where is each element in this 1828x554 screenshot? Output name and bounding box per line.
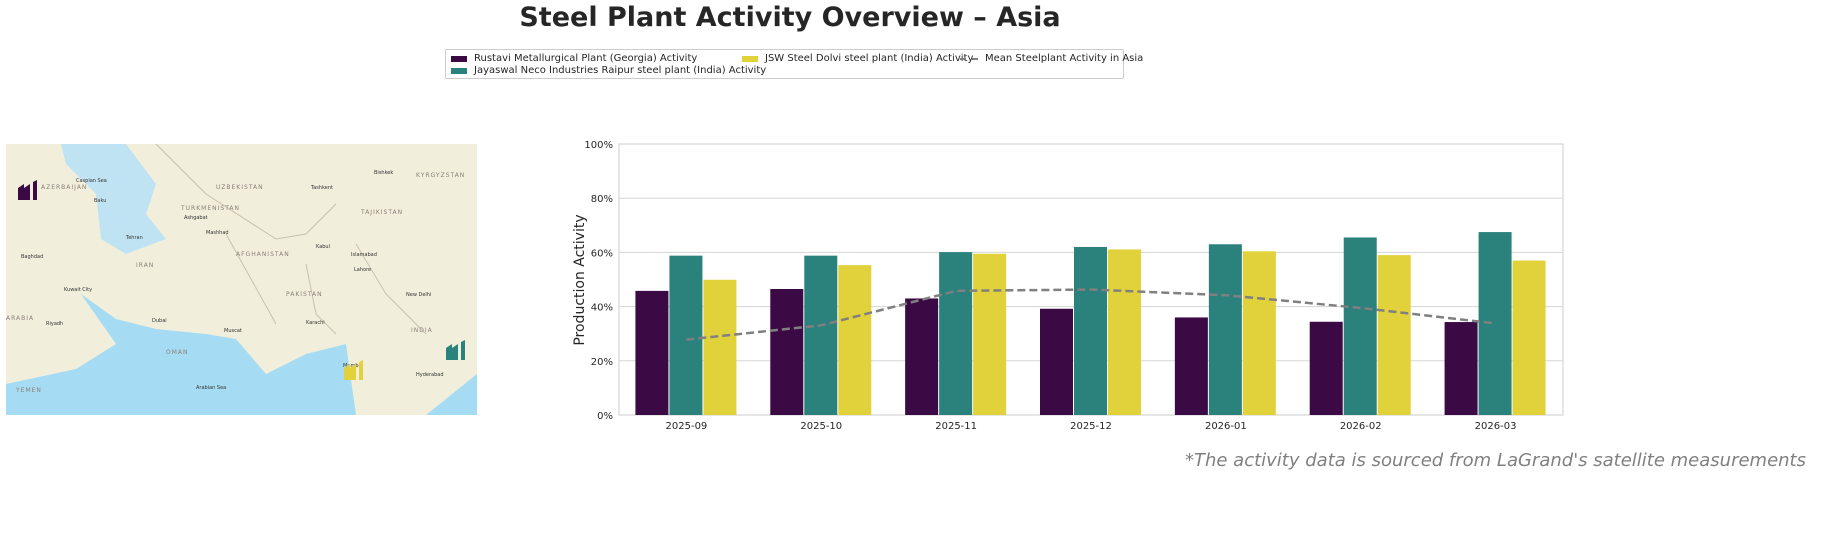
bar-jayaswal — [804, 255, 838, 415]
bar-rustavi — [1040, 308, 1073, 415]
map-label: Islamabad — [351, 252, 377, 258]
bar-jsw — [703, 279, 737, 415]
map-label: Mumbai — [343, 363, 363, 369]
map-label: ARABIA — [6, 315, 34, 322]
legend: Rustavi Metallurgical Plant (Georgia) Ac… — [445, 49, 1143, 79]
bar-jsw — [1108, 249, 1141, 415]
caspian-sea — [61, 144, 166, 254]
map-label: INDIA — [411, 327, 433, 334]
map-label: Baghdad — [21, 254, 43, 260]
map-label: Baku — [94, 198, 106, 204]
map-label: Dubai — [152, 318, 167, 324]
bar-jsw — [1377, 255, 1411, 415]
y-tick-label: 40% — [591, 303, 613, 314]
bar-rustavi — [905, 298, 939, 415]
factory-icon — [344, 360, 363, 380]
bar-jayaswal — [1343, 237, 1377, 415]
y-tick-label: 80% — [591, 194, 613, 205]
y-tick-label: 60% — [591, 248, 613, 259]
map-label: Riyadh — [46, 321, 63, 327]
legend-swatch — [451, 67, 467, 74]
map-label: YEMEN — [15, 387, 42, 394]
y-tick-label: 100% — [584, 140, 613, 151]
y-tick-label: 20% — [591, 357, 613, 368]
map-label: IRAN — [136, 262, 154, 269]
legend-label: Mean Steelplant Activity in Asia — [985, 53, 1144, 64]
legend-item-jsw: JSW Steel Dolvi steel plant (India) Acti… — [742, 53, 973, 64]
map-label: OMAN — [166, 349, 189, 356]
map-label: New Delhi — [406, 292, 431, 298]
bar-rustavi — [1174, 317, 1208, 415]
footnote: *The activity data is sourced from LaGra… — [1184, 450, 1806, 471]
map-label: Tashkent — [310, 185, 333, 191]
factory-icon — [446, 340, 465, 360]
bar-jayaswal — [939, 252, 973, 415]
borders — [155, 144, 427, 335]
map-label: Kabul — [316, 244, 330, 250]
legend-label: Jayaswal Neco Industries Raipur steel pl… — [474, 65, 767, 76]
legend-item-jayaswal: Jayaswal Neco Industries Raipur steel pl… — [451, 65, 766, 76]
bar-rustavi — [635, 290, 669, 415]
y-axis-label: Production Activity — [572, 214, 588, 345]
page-title: Steel Plant Activity Overview – Asia — [519, 2, 1061, 33]
bar-rustavi — [770, 288, 804, 415]
marker-jayaswal[interactable] — [446, 340, 465, 360]
legend-label: Rustavi Metallurgical Plant (Georgia) Ac… — [474, 53, 698, 64]
x-tick-label: 2025-12 — [1070, 421, 1112, 432]
map-label: Lahore — [354, 267, 371, 273]
map-label: PAKISTAN — [286, 291, 323, 298]
bar-jsw — [1512, 260, 1546, 415]
x-tick-label: 2026-02 — [1340, 421, 1382, 432]
bar-jsw — [838, 265, 872, 415]
bar-jayaswal — [1208, 244, 1242, 415]
map-label: Arabian Sea — [196, 385, 226, 391]
legend-item-mean: Mean Steelplant Activity in Asia — [960, 53, 1143, 64]
map-label: AFGHANISTAN — [236, 251, 290, 258]
x-tick-label: 2026-03 — [1475, 421, 1517, 432]
legend-swatch — [960, 57, 978, 60]
x-tick-label: 2025-09 — [666, 421, 708, 432]
x-tick-label: 2025-10 — [800, 421, 842, 432]
marker-jsw-dolvi[interactable] — [344, 360, 363, 380]
map-label: Karachi — [306, 320, 325, 326]
map-label: Hyderabad — [416, 372, 444, 378]
bar-jayaswal — [1478, 232, 1512, 415]
map-label: Bishkek — [374, 170, 393, 176]
map-label: KYRGYZSTAN — [416, 172, 465, 179]
map-label: TURKMENISTAN — [180, 205, 240, 212]
map-label: Ashgabat — [184, 215, 208, 221]
map-label: Muscat — [224, 328, 242, 334]
legend-item-rustavi: Rustavi Metallurgical Plant (Georgia) Ac… — [451, 53, 697, 64]
bar-jayaswal — [669, 255, 703, 415]
map-label: Caspian Sea — [76, 178, 107, 184]
map-label: Tehran — [125, 235, 143, 241]
marker-rustavi[interactable] — [18, 180, 37, 200]
x-tick-label: 2026-01 — [1205, 421, 1247, 432]
arabian-sea — [6, 294, 356, 415]
bar-jsw — [1242, 251, 1276, 415]
bay-of-bengal — [426, 374, 477, 415]
bar-jsw — [973, 253, 1007, 415]
x-tick-label: 2025-11 — [935, 421, 977, 432]
factory-icon — [18, 180, 37, 200]
map-label: AZERBAIJAN — [41, 184, 87, 191]
y-tick-label: 0% — [597, 411, 613, 422]
legend-swatch — [451, 55, 467, 62]
map-label: Mashhad — [206, 230, 229, 236]
legend-label: JSW Steel Dolvi steel plant (India) Acti… — [765, 53, 974, 64]
map-label: TAJIKISTAN — [360, 209, 403, 216]
bar-rustavi — [1309, 321, 1343, 415]
bar-jayaswal — [1074, 246, 1107, 415]
bar-rustavi — [1444, 322, 1478, 415]
map-label: Kuwait City — [64, 287, 92, 293]
map: UZBEKISTAN TURKMENISTAN IRAN AFGHANISTAN PAK… — [6, 144, 477, 415]
legend-swatch — [742, 55, 758, 62]
map-label: UZBEKISTAN — [216, 184, 264, 191]
